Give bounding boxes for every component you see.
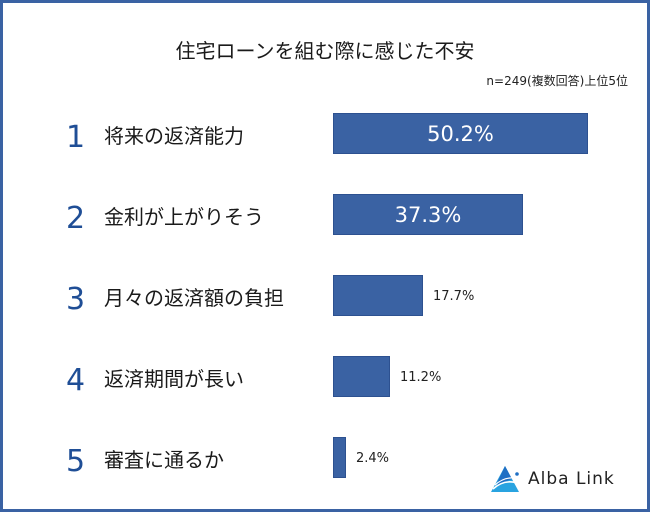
bar: 50.2% (333, 113, 588, 154)
rank-number: 4 (66, 363, 86, 398)
rank-number: 3 (66, 282, 86, 317)
rank-number: 2 (66, 201, 86, 236)
alba-link-logo: Alba Link (490, 465, 615, 493)
value-label: 2.4% (356, 451, 390, 466)
category-label: 将来の返済能力 (104, 124, 244, 148)
bar (333, 356, 390, 397)
bar (333, 275, 423, 316)
chart-subtitle: n=249(複数回答)上位5位 (486, 74, 628, 88)
category-label: 金利が上がりそう (104, 205, 264, 229)
value-label: 50.2% (427, 121, 494, 146)
chart-row: 4 返済期間が長い 11.2% (0, 356, 650, 426)
alba-link-triangle-icon (491, 466, 519, 492)
category-label: 審査に通るか (104, 448, 224, 472)
logo-text: Alba Link (528, 469, 615, 489)
value-label: 17.7% (433, 289, 475, 304)
chart-title: 住宅ローンを組む際に感じた不安 (175, 39, 475, 63)
chart-row: 2 金利が上がりそう 37.3% (0, 194, 650, 264)
chart-row: 1 将来の返済能力 50.2% (0, 113, 650, 183)
rank-number: 1 (66, 120, 86, 155)
rank-number: 5 (66, 444, 86, 479)
bar: 37.3% (333, 194, 523, 235)
chart-row: 3 月々の返済額の負担 17.7% (0, 275, 650, 345)
category-label: 月々の返済額の負担 (104, 286, 284, 310)
chart-row: 5 審査に通るか 2.4% (0, 437, 650, 507)
category-label: 返済期間が長い (104, 367, 244, 391)
bar (333, 437, 346, 478)
value-label: 11.2% (400, 370, 442, 385)
value-label: 37.3% (394, 202, 462, 227)
